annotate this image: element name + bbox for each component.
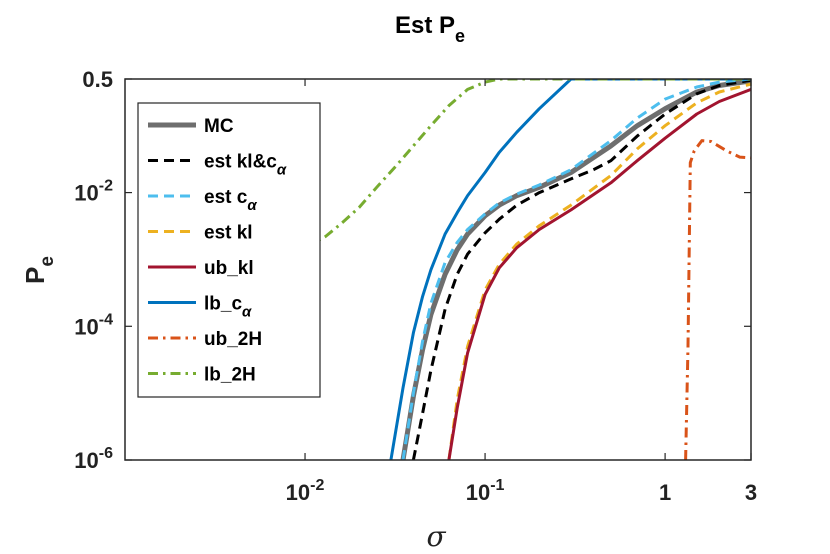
- legend-label-3: est kl: [204, 223, 253, 244]
- chart-title: Est Pe: [395, 12, 465, 46]
- y-axis-label-sub: e: [37, 256, 58, 267]
- plot-frame: [124, 78, 752, 461]
- series-line-3: [447, 82, 751, 460]
- series-line-7: [304, 79, 751, 250]
- y-axis-label: Pe: [20, 256, 58, 284]
- series-line-0: [400, 79, 751, 460]
- x-axis-label: σ: [426, 520, 446, 553]
- series-layer: [304, 79, 751, 460]
- series-line-4: [447, 87, 751, 460]
- legend-label-6: ub_2H: [204, 329, 262, 350]
- chart-title-main: Est P: [395, 12, 455, 39]
- x-tick-label-1: 10-1: [466, 477, 505, 505]
- legend-box: [137, 102, 321, 398]
- legend-label-2: est cα: [204, 187, 257, 214]
- legend-label-0: MC: [204, 116, 234, 137]
- chart-title-sub: e: [455, 26, 465, 46]
- series-line-5: [389, 79, 751, 460]
- legend-label-4: ub_kl: [204, 258, 254, 279]
- y-axis-label-main: P: [20, 267, 50, 284]
- x-tick-label-0: 10-2: [286, 477, 325, 505]
- x-tick-label-3: 3: [745, 480, 757, 505]
- y-tick-label-1: 10-4: [74, 311, 113, 339]
- legend: MC est kl&cα est cα est kl ub_kl lb_cα ub_2Hlb…: [137, 102, 321, 398]
- ticks-layer: 10-2 10-1 1 3 10-6 10-4 10-2 0.5: [74, 67, 757, 505]
- legend-label-5: lb_cα: [204, 294, 252, 321]
- y-tick-label-0: 10-6: [74, 445, 113, 473]
- series-line-1: [411, 79, 751, 460]
- series-line-2: [401, 79, 751, 460]
- series-line-6: [684, 139, 751, 460]
- y-tick-label-3: 0.5: [82, 67, 113, 92]
- x-tick-label-2: 1: [659, 480, 671, 505]
- y-tick-label-2: 10-2: [74, 178, 113, 206]
- legend-label-7: lb_2H: [204, 365, 256, 386]
- legend-label-1: est kl&cα: [204, 152, 287, 179]
